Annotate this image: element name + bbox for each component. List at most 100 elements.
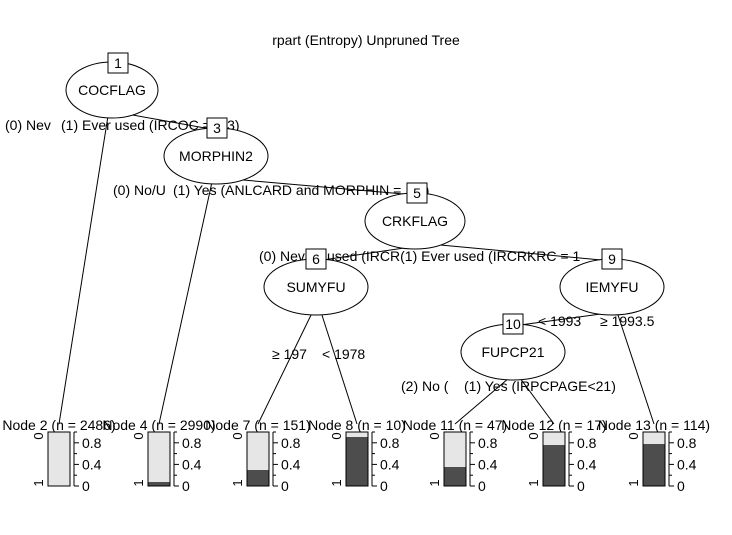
class-label-top: 0 bbox=[526, 432, 541, 439]
inner-node-3: MORPHIN2 3 (0) No/U (1) Yes (ANLCARD and MO… bbox=[113, 117, 429, 198]
bar-frame bbox=[443, 431, 467, 487]
edge-6-8 bbox=[319, 308, 358, 425]
bar-axis-tick-label: 0.4 bbox=[281, 456, 301, 472]
bar-light-segment bbox=[643, 432, 665, 444]
bar-axis-tick-label: 0 bbox=[478, 478, 486, 494]
class-label-top: 0 bbox=[131, 432, 146, 439]
bar-frame bbox=[642, 431, 666, 487]
inner-node-6: SUMYFU 6 ≥ 197 < 1978 bbox=[263, 248, 369, 362]
node-id-label: 9 bbox=[608, 251, 616, 267]
bar-axis-tick-label: 0.8 bbox=[577, 435, 597, 451]
bar-axis-tick-label: 0.8 bbox=[281, 435, 301, 451]
bar-axis-tick-label: 0.4 bbox=[82, 456, 102, 472]
bar-axis-tick-label: 0 bbox=[380, 478, 388, 494]
edge-label-right: (1) Ever used (IRCOC = 1-3) bbox=[61, 117, 240, 133]
bar-frame bbox=[345, 431, 369, 487]
bar-axis-tick-label: 0.4 bbox=[380, 456, 400, 472]
bar-light-segment bbox=[48, 432, 70, 486]
edge-10-11 bbox=[454, 377, 510, 425]
node-variable-label: MORPHIN2 bbox=[179, 148, 253, 164]
node-variable-label: FUPCP21 bbox=[481, 344, 544, 360]
bar-axis-tick-label: 0.4 bbox=[677, 456, 697, 472]
edge-5-6 bbox=[315, 246, 412, 262]
class-label-bottom: 1 bbox=[626, 479, 641, 486]
node-variable-label: CRKFLAG bbox=[382, 213, 448, 229]
edge-label-right: used (IRCR(1) Ever used (IRCRKRC = 1 bbox=[327, 248, 580, 264]
terminal-node-11: Node 11 (n = 47)010.80.40 bbox=[403, 417, 507, 494]
bar-axis-tick-label: 0 bbox=[82, 478, 90, 494]
edge-10-12 bbox=[516, 373, 555, 425]
edge-1-2 bbox=[58, 115, 109, 425]
bar-axis-tick-label: 0.4 bbox=[478, 456, 498, 472]
node-id-box bbox=[502, 313, 524, 335]
edge-label-right: ≥ 1993.5 bbox=[600, 313, 655, 329]
node-id-label: 10 bbox=[505, 316, 521, 332]
terminal-node-2: Node 2 (n = 2486)010.80.40 bbox=[2, 417, 115, 494]
class-label-top: 0 bbox=[230, 432, 245, 439]
bar-axis-tick-label: 0.8 bbox=[380, 435, 400, 451]
edge-label-left: ≥ 197 bbox=[272, 346, 307, 362]
inner-node-9: IEMYFU 9 < 1993 ≥ 1993.5 bbox=[538, 248, 665, 329]
node-id-box bbox=[107, 52, 129, 74]
bar-axis-tick-label: 0.4 bbox=[577, 456, 597, 472]
bar-dark-segment bbox=[346, 437, 368, 486]
bar-frame bbox=[542, 431, 566, 487]
node-id-box bbox=[406, 182, 428, 204]
bar-axis-tick-label: 0.8 bbox=[677, 435, 697, 451]
tree-nodes: COCFLAG 1 (0) Nev (1) Ever used (IRCOC = 1-… bbox=[5, 52, 665, 394]
inner-node-10: FUPCP21 10 (2) No ( (1) Yes (IRPCPAGE<21) bbox=[401, 313, 616, 394]
node-id-box bbox=[601, 248, 623, 270]
bar-axis-tick-label: 0 bbox=[182, 478, 190, 494]
class-label-top: 0 bbox=[427, 432, 442, 439]
bar-axis-tick-label: 0.4 bbox=[182, 456, 202, 472]
node-id-label: 5 bbox=[413, 185, 421, 201]
bar-axis-tick-label: 0 bbox=[281, 478, 289, 494]
terminal-node-4: Node 4 (n = 2990)010.80.40 bbox=[102, 417, 215, 494]
edge-label-left: (0) Nev bbox=[259, 248, 305, 264]
edge-label-left: < 1993 bbox=[538, 313, 581, 329]
terminal-node-label: Node 12 (n = 17) bbox=[501, 417, 606, 433]
edge-label-left: (0) Nev bbox=[5, 117, 51, 133]
class-label-top: 0 bbox=[626, 432, 641, 439]
bar-axis-tick-label: 0.8 bbox=[182, 435, 202, 451]
bar-light-segment bbox=[346, 432, 368, 437]
terminal-node-label: Node 2 (n = 2486) bbox=[2, 417, 115, 433]
class-label-top: 0 bbox=[31, 432, 46, 439]
edge-label-right: (1) Yes (IRPCPAGE<21) bbox=[464, 378, 616, 394]
bar-light-segment bbox=[444, 432, 466, 467]
bar-frame bbox=[147, 431, 171, 487]
terminal-node-8: Node 8 (n = 10)010.80.40 bbox=[308, 417, 406, 494]
class-label-bottom: 1 bbox=[427, 479, 442, 486]
bar-dark-segment bbox=[444, 467, 466, 486]
bar-light-segment bbox=[148, 432, 170, 482]
edge-3-5 bbox=[219, 177, 416, 196]
class-label-bottom: 1 bbox=[31, 479, 46, 486]
node-id-label: 3 bbox=[213, 120, 221, 136]
terminal-node-label: Node 11 (n = 47) bbox=[403, 417, 507, 433]
terminal-node-13: Node 13 (n = 114)010.80.40 bbox=[598, 417, 710, 494]
inner-node-5: CRKFLAG 5 (0) Nev used (IRCR(1) Ever used (… bbox=[259, 182, 580, 264]
bar-frame bbox=[246, 431, 270, 487]
terminal-node-label: Node 7 (n = 151) bbox=[205, 417, 310, 433]
bar-light-segment bbox=[543, 432, 565, 445]
bar-axis-tick-label: 0 bbox=[677, 478, 685, 494]
edge-6-7 bbox=[257, 312, 313, 425]
edge-label-right: (1) Yes (ANLCARD and MORPHIN = 1,3) bbox=[173, 182, 429, 198]
bar-frame bbox=[47, 431, 71, 487]
edge-label-left: (2) No ( bbox=[401, 378, 449, 394]
node-id-label: 1 bbox=[114, 55, 122, 71]
inner-node-1: COCFLAG 1 (0) Nev (1) Ever used (IRCOC = 1-… bbox=[5, 52, 240, 133]
bar-axis-tick-label: 0.8 bbox=[478, 435, 498, 451]
node-id-label: 6 bbox=[312, 251, 320, 267]
class-label-top: 0 bbox=[329, 432, 344, 439]
bar-dark-segment bbox=[543, 445, 565, 486]
chart-title: rpart (Entropy) Unpruned Tree bbox=[272, 32, 460, 48]
bar-dark-segment bbox=[148, 482, 170, 486]
class-label-bottom: 1 bbox=[329, 479, 344, 486]
node-id-box bbox=[206, 117, 228, 139]
bar-dark-segment bbox=[643, 444, 665, 486]
edge-3-4 bbox=[158, 181, 213, 425]
bar-light-segment bbox=[247, 432, 269, 470]
bar-axis-tick-label: 0.8 bbox=[82, 435, 102, 451]
